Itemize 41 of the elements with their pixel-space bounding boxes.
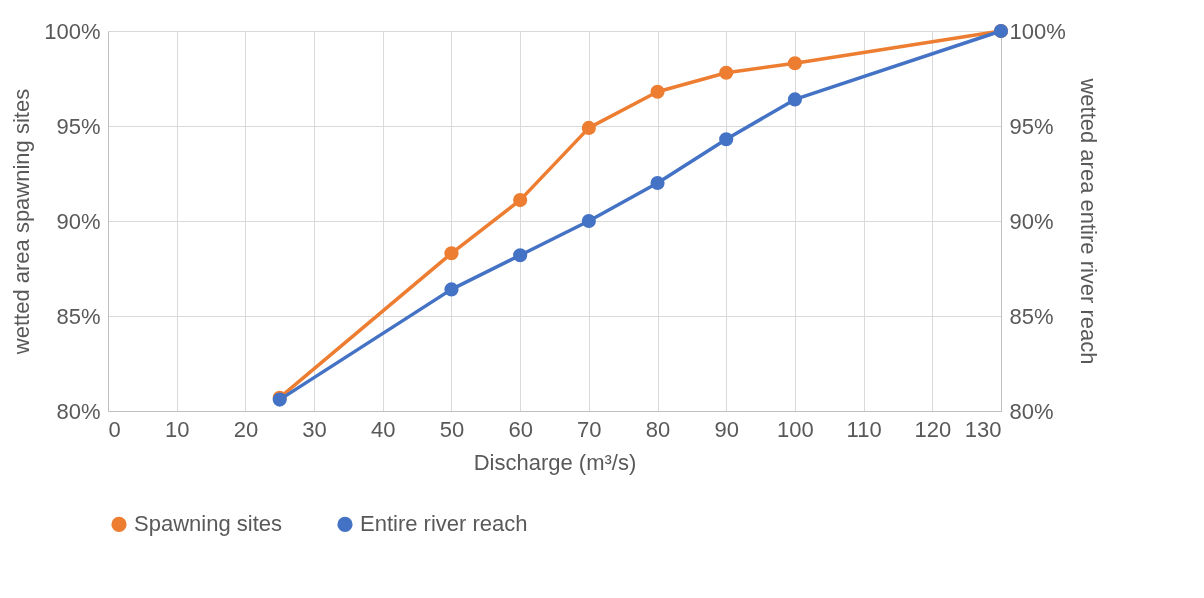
- point: [581, 120, 596, 135]
- x-tick-label: 80: [645, 416, 671, 442]
- legend-label: Spawning sites: [134, 511, 282, 537]
- x-tick-label: 50: [439, 416, 465, 442]
- y2-tick-label: 80%: [1009, 398, 1054, 424]
- y-tick-label: 85%: [56, 303, 101, 329]
- y2-tick-label: 100%: [1009, 18, 1066, 44]
- point: [719, 132, 734, 147]
- y2-tick-label: 85%: [1009, 303, 1054, 329]
- point: [719, 65, 734, 80]
- x-tick-label: 20: [233, 416, 259, 442]
- x-tick-label: 40: [371, 416, 396, 442]
- y-tick-label: 80%: [56, 398, 101, 424]
- y-tick-label: 95%: [56, 113, 101, 139]
- y-tick-label: 90%: [56, 208, 101, 234]
- x-tick-label: 10: [164, 416, 190, 442]
- x-tick-label: 120: [914, 416, 952, 442]
- y2-axis-title: wetted area entire river reach: [1075, 77, 1101, 365]
- y2-tick-label: 90%: [1009, 208, 1054, 234]
- x-tick-label: 90: [714, 416, 739, 442]
- x-tick-label: 130: [964, 416, 1002, 442]
- x-tick-label: 70: [577, 416, 602, 442]
- point: [444, 282, 459, 297]
- point: [650, 84, 665, 99]
- y-tick-label: 100%: [44, 18, 101, 44]
- y-axis-title: wetted area spawning sites: [9, 88, 35, 356]
- point: [444, 246, 459, 261]
- x-tick-label: 110: [846, 416, 882, 442]
- x-tick-label: 60: [508, 416, 533, 442]
- x-tick-label: 0: [108, 416, 121, 442]
- point: [650, 175, 665, 191]
- point: [513, 193, 528, 208]
- point: [513, 248, 528, 263]
- point: [581, 213, 596, 229]
- x-tick-label: 30: [302, 416, 327, 442]
- legend-label: Entire river reach: [360, 511, 528, 537]
- point: [787, 56, 802, 71]
- x-axis-title: Discharge (m³/s): [473, 449, 637, 475]
- x-tick-label: 100: [777, 416, 814, 442]
- point: [787, 92, 802, 107]
- y2-tick-label: 95%: [1009, 113, 1054, 139]
